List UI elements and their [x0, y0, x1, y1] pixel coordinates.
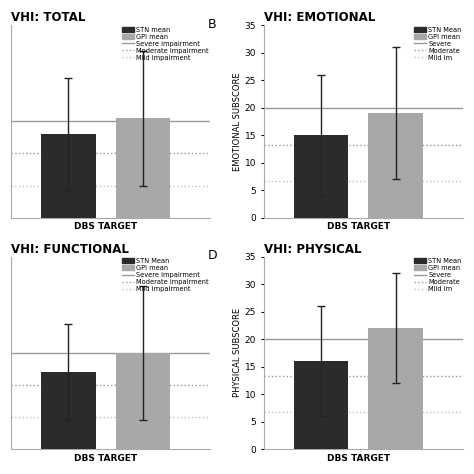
Bar: [294, 361, 348, 449]
Legend: STN Mean, GPI mean, Severe impairment, Moderate impairment, Mild impairment: STN Mean, GPI mean, Severe impairment, M…: [121, 257, 210, 293]
Text: VHI: FUNCTIONAL: VHI: FUNCTIONAL: [11, 243, 129, 255]
Bar: [41, 134, 96, 218]
Legend: STN mean, GPI mean, Severe impairment, Moderate impairment, Mild impairment: STN mean, GPI mean, Severe impairment, M…: [121, 26, 210, 61]
Text: VHI: TOTAL: VHI: TOTAL: [11, 11, 85, 24]
Bar: [116, 118, 170, 218]
Y-axis label: EMOTIONAL SUBSCORE: EMOTIONAL SUBSCORE: [233, 72, 242, 171]
Bar: [294, 135, 348, 218]
Bar: [116, 353, 170, 449]
Text: D: D: [208, 249, 218, 262]
Legend: STN Mean, GPI mean, Severe, Moderate, Mild im: STN Mean, GPI mean, Severe, Moderate, Mi…: [413, 26, 462, 61]
Legend: STN Mean, GPI mean, Severe, Moderate, Mild im: STN Mean, GPI mean, Severe, Moderate, Mi…: [413, 257, 462, 293]
Text: B: B: [208, 18, 217, 31]
Bar: [368, 113, 423, 218]
Bar: [368, 328, 423, 449]
Y-axis label: PHYSICAL SUBSCORE: PHYSICAL SUBSCORE: [233, 308, 242, 397]
Bar: [41, 372, 96, 449]
Text: VHI: PHYSICAL: VHI: PHYSICAL: [264, 243, 361, 255]
Text: VHI: EMOTIONAL: VHI: EMOTIONAL: [264, 11, 375, 24]
